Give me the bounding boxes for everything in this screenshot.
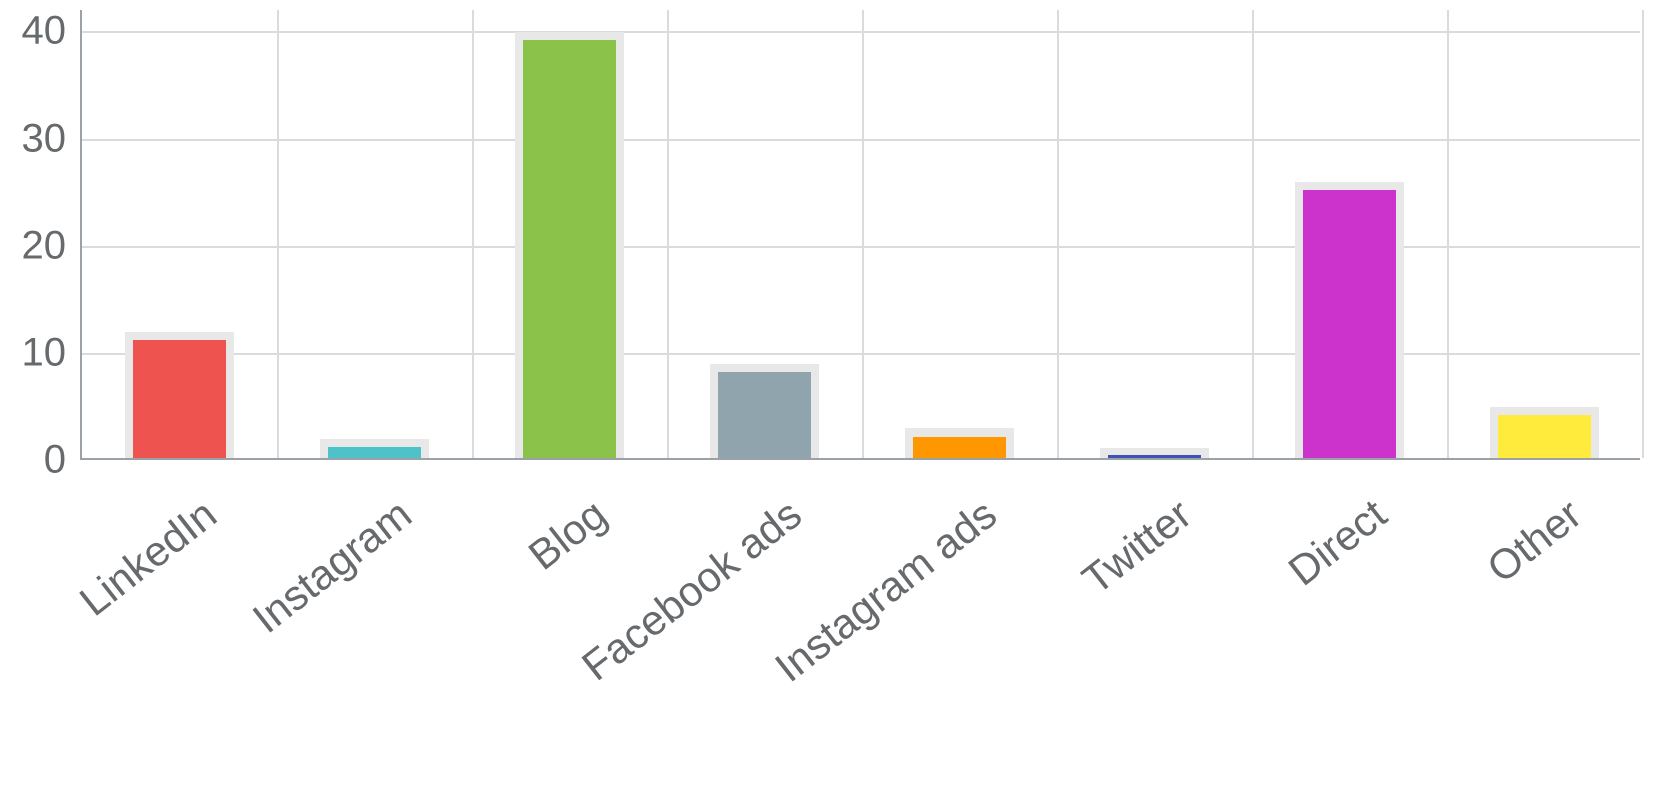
gridline-y xyxy=(82,353,1640,355)
bar xyxy=(718,372,812,458)
gridline-x xyxy=(1447,10,1449,458)
gridline-y xyxy=(82,31,1640,33)
gridline-x xyxy=(277,10,279,458)
gridline-x xyxy=(1057,10,1059,458)
bar xyxy=(913,437,1007,458)
gridline-x xyxy=(1252,10,1254,458)
gridline-x xyxy=(862,10,864,458)
bar xyxy=(328,447,422,458)
gridline-x xyxy=(667,10,669,458)
bar xyxy=(1303,190,1397,458)
gridline-y xyxy=(82,246,1640,248)
bar xyxy=(523,40,617,458)
gridline-y xyxy=(82,139,1640,141)
bar xyxy=(133,340,227,458)
bar xyxy=(1498,415,1592,458)
traffic-sources-bar-chart: 010203040LinkedInInstagramBlogFacebook a… xyxy=(0,0,1668,788)
gridline-x xyxy=(1642,10,1644,458)
bar xyxy=(1108,455,1202,458)
plot-area xyxy=(80,10,1640,460)
gridline-x xyxy=(472,10,474,458)
